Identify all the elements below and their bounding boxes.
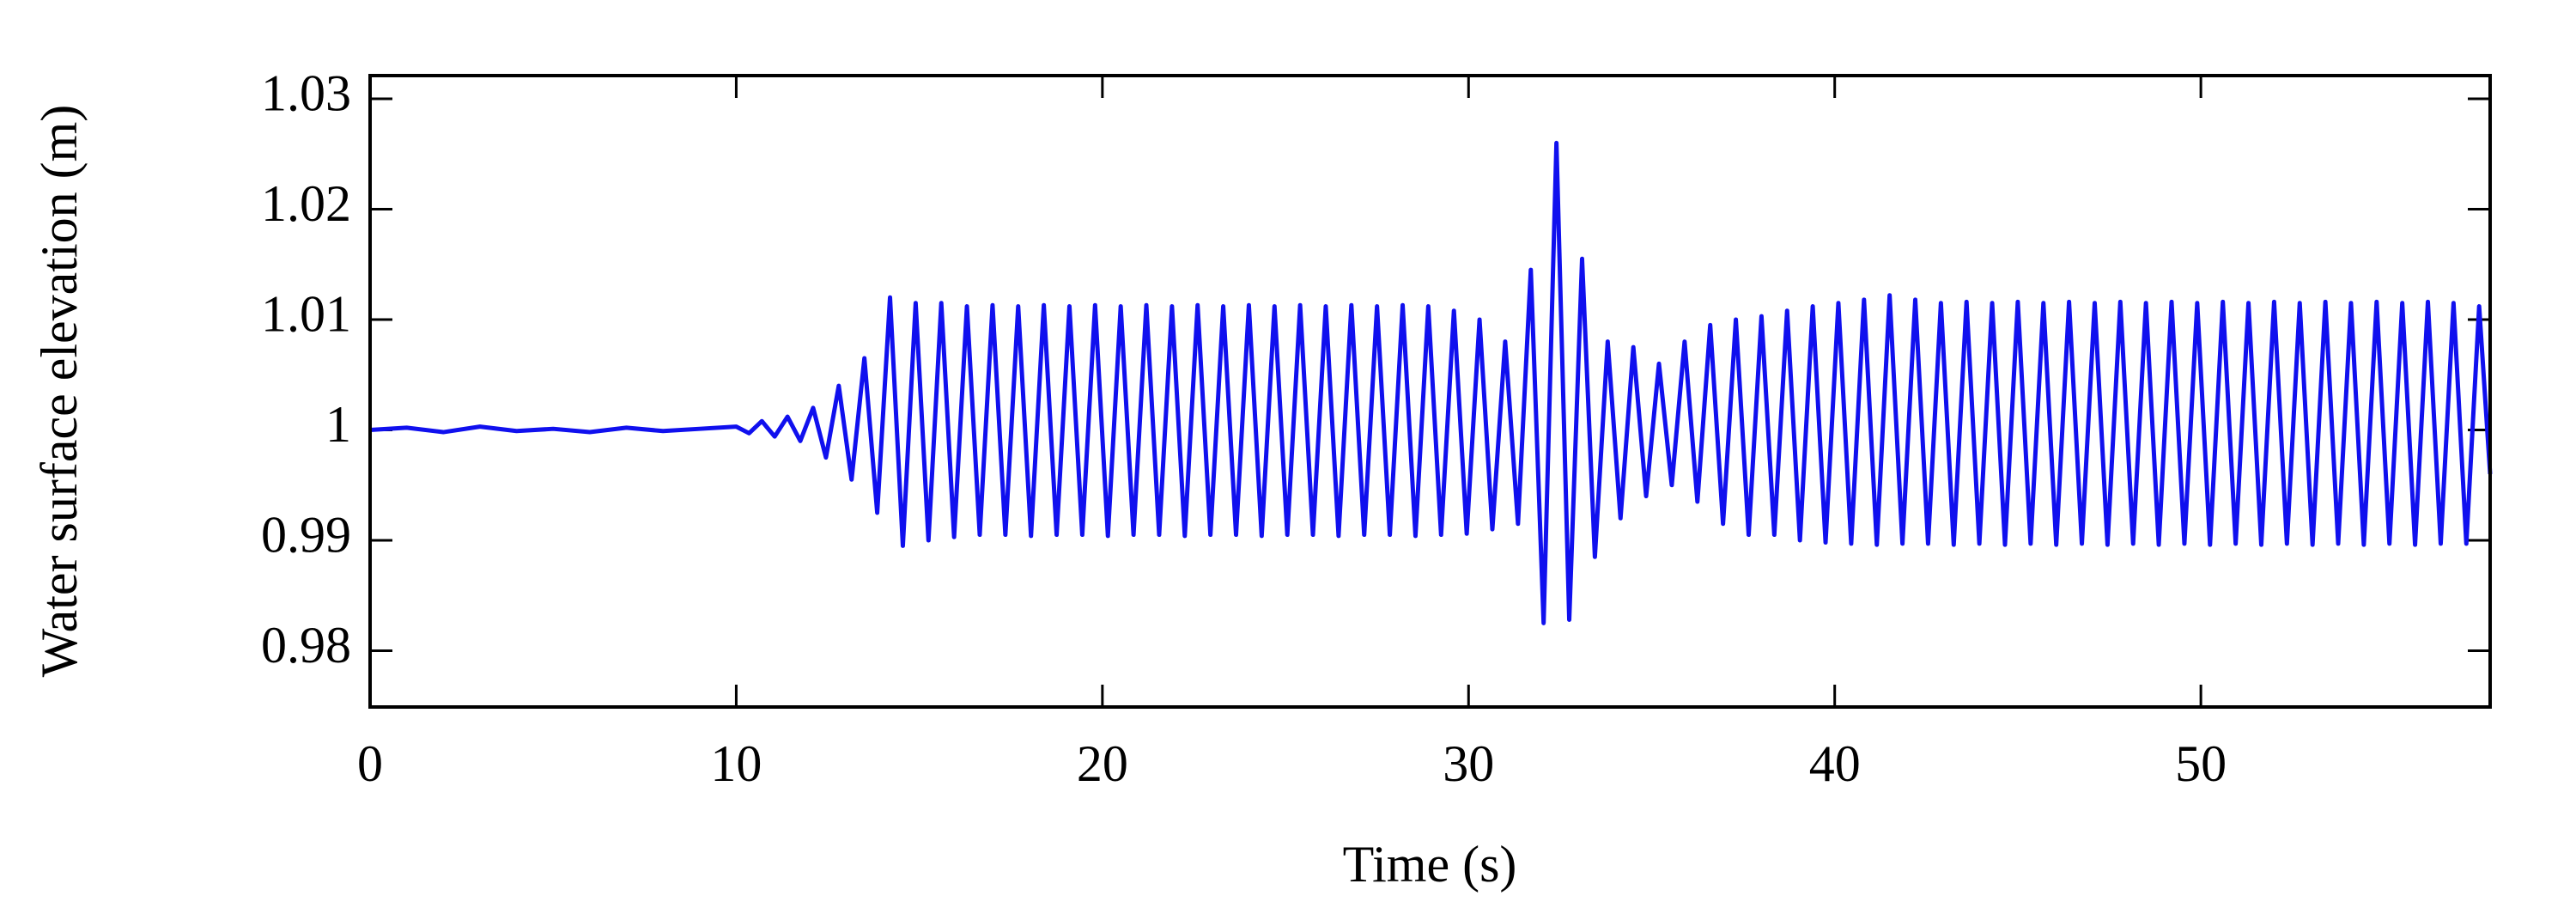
y-tick-label: 1.01 [261, 286, 351, 343]
x-tick-label: 10 [710, 735, 762, 792]
x-tick-label: 50 [2175, 735, 2227, 792]
y-tick-label: 1 [325, 396, 351, 453]
x-tick-label: 30 [1443, 735, 1494, 792]
y-tick-label: 0.98 [261, 617, 351, 673]
x-tick-label: 40 [1809, 735, 1861, 792]
x-axis-label: Time (s) [1343, 836, 1517, 893]
x-tick-label: 0 [357, 735, 383, 792]
y-axis-label: Water surface elevation (m) [31, 105, 88, 677]
line [369, 140, 2493, 625]
x-tick-label: 20 [1077, 735, 1128, 792]
plot-frame [368, 74, 2492, 709]
y-tick-label: 1.02 [261, 175, 351, 232]
y-tick-label: 1.03 [261, 65, 351, 122]
y-tick-label: 0.99 [261, 507, 351, 564]
